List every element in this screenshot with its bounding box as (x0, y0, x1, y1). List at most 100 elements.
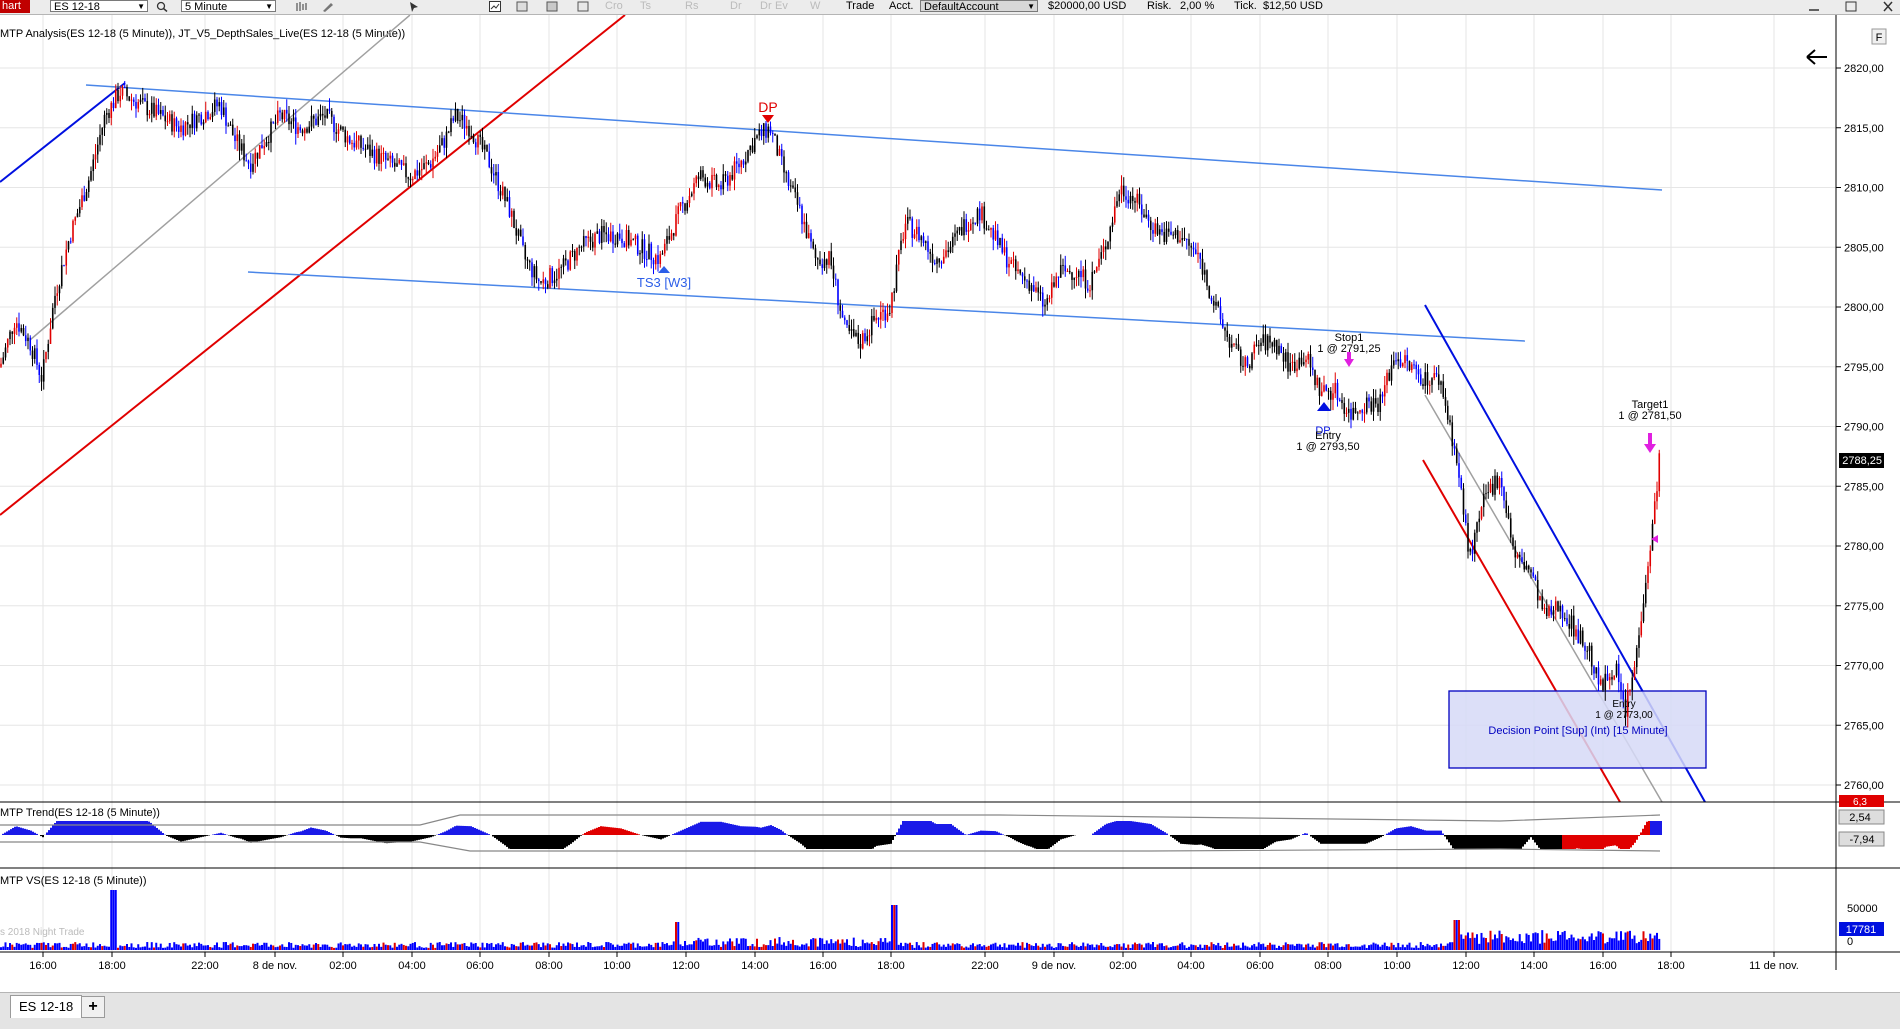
instrument-selector[interactable]: ES 12-18 ▼ (50, 0, 148, 12)
trend-value-low: -7,94 (1849, 834, 1874, 846)
time-tick-label: 22:00 (191, 960, 219, 970)
account-value: DefaultAccount (924, 1, 999, 13)
price-tick-label: 2820,00 (1844, 63, 1884, 75)
faded-button-w[interactable]: W (810, 0, 820, 13)
acct-label: Acct. (889, 0, 913, 13)
price-tick-label: 2790,00 (1844, 422, 1884, 434)
time-tick-label: 06:00 (1246, 960, 1274, 970)
time-tick-label: 04:00 (1177, 960, 1205, 970)
volume-panel-title: MTP VS(ES 12-18 (5 Minute)) (0, 875, 147, 887)
tab-es-12-18[interactable]: ES 12-18 (10, 995, 82, 1018)
dp-label: DP (758, 99, 777, 115)
time-tick-label: 18:00 (1657, 960, 1685, 970)
tab-label: ES 12-18 (19, 999, 73, 1014)
volume-tick-0: 0 (1847, 936, 1853, 948)
price-tick-label: 2800,00 (1844, 302, 1884, 314)
entry1-detail: 1 @ 2793,50 (1296, 441, 1359, 453)
price-tick-label: 2795,00 (1844, 362, 1884, 374)
close-icon[interactable] (1882, 1, 1894, 12)
time-tick-label: 08:00 (1314, 960, 1342, 970)
volume-tick-50000: 50000 (1847, 903, 1878, 915)
price-tick-label: 2815,00 (1844, 123, 1884, 135)
chart-area[interactable]: MTP Analysis(ES 12-18 (5 Minute)), JT_V5… (0, 15, 1900, 970)
time-tick-label: 11 de nov. (1749, 960, 1799, 970)
time-tick-label: 10:00 (1383, 960, 1411, 970)
trend-value-mid: 2,54 (1849, 812, 1870, 824)
price-chart[interactable]: MTP Analysis(ES 12-18 (5 Minute)), JT_V5… (0, 15, 1900, 970)
price-tick-label: 2770,00 (1844, 661, 1884, 673)
properties-icon[interactable] (516, 1, 528, 12)
time-tick-label: 9 de nov. (1032, 960, 1076, 970)
trend-panel-title: MTP Trend(ES 12-18 (5 Minute)) (0, 807, 160, 819)
chevron-down-icon: ▼ (265, 1, 273, 13)
instrument-value: ES 12-18 (54, 1, 100, 13)
chevron-down-icon: ▼ (1027, 1, 1035, 13)
main-panel-title: MTP Analysis(ES 12-18 (5 Minute)), JT_V5… (0, 28, 405, 40)
time-tick-label: 08:00 (535, 960, 563, 970)
time-tick-label: 8 de nov. (253, 960, 297, 970)
target1-detail: 1 @ 2781,50 (1618, 410, 1681, 422)
time-tick-label: 12:00 (672, 960, 700, 970)
cash-value: $20000,00 USD (1048, 0, 1126, 13)
chevron-down-icon: ▼ (137, 1, 145, 13)
pencil-icon[interactable] (322, 1, 334, 12)
instrument-tab-bar: ES 12-18 + (0, 992, 1900, 1029)
trade-label[interactable]: Trade (846, 0, 874, 13)
interval-selector[interactable]: 5 Minute ▼ (181, 0, 276, 12)
interval-value: 5 Minute (185, 1, 227, 13)
last-price-badge: 2788,25 (1839, 453, 1884, 468)
time-tick-label: 16:00 (29, 960, 57, 970)
price-tick-label: 2760,00 (1844, 780, 1884, 792)
entry2-detail: 1 @ 2773,00 (1595, 710, 1653, 721)
faded-button-ts[interactable]: Ts (640, 0, 651, 13)
time-tick-label: 10:00 (603, 960, 631, 970)
time-tick-label: 04:00 (398, 960, 426, 970)
strategy-icon[interactable] (546, 1, 558, 12)
price-tick-label: 2805,00 (1844, 242, 1884, 254)
bar-style-icon[interactable] (295, 1, 307, 12)
maximize-icon[interactable] (1845, 1, 1857, 12)
price-tick-label: 2765,00 (1844, 720, 1884, 732)
time-tick-label: 22:00 (971, 960, 999, 970)
tick-value: $12,50 USD (1263, 0, 1323, 13)
ts3-label: TS3 [W3] (637, 275, 691, 290)
time-tick-label: 02:00 (1109, 960, 1137, 970)
time-tick-label: 14:00 (741, 960, 769, 970)
time-tick-label: 18:00 (877, 960, 905, 970)
last-volume-badge: 17781 (1846, 924, 1877, 936)
price-tick-label: 2775,00 (1844, 601, 1884, 613)
plus-icon: + (88, 998, 97, 1015)
f-button-label: F (1876, 32, 1883, 44)
decision-point-label: Decision Point [Sup] (Int) [15 Minute] (1488, 725, 1667, 737)
chart-window-icon[interactable] (489, 1, 501, 12)
time-tick-label: 16:00 (809, 960, 837, 970)
risk-value[interactable]: 2,00 % (1180, 0, 1214, 13)
faded-button-ev[interactable]: Ev (775, 0, 788, 13)
price-tick-label: 2785,00 (1844, 481, 1884, 493)
time-tick-label: 06:00 (466, 960, 494, 970)
time-tick-label: 02:00 (329, 960, 357, 970)
minimize-icon[interactable] (1808, 1, 1820, 12)
price-tick-label: 2810,00 (1844, 183, 1884, 195)
time-tick-label: 18:00 (98, 960, 126, 970)
last-price-text: 2788,25 (1842, 455, 1882, 467)
tick-label: Tick. (1234, 0, 1257, 13)
account-selector[interactable]: DefaultAccount ▼ (920, 0, 1038, 12)
entry2-title: Entry (1612, 699, 1635, 710)
add-tab-button[interactable]: + (81, 996, 105, 1018)
price-tick-label: 2780,00 (1844, 541, 1884, 553)
faded-button-cro[interactable]: Cro (605, 0, 623, 13)
time-tick-label: 16:00 (1589, 960, 1617, 970)
chart-toolbar: hart ES 12-18 ▼ 5 Minute ▼ Cro Ts Rs Dr … (0, 0, 1900, 15)
faded-button-dr[interactable]: Dr (730, 0, 742, 13)
trend-value-badges: 6,3 2,54 -7,94 (1839, 795, 1884, 846)
chart-app-tab[interactable]: hart (0, 0, 30, 13)
faded-button-dr2[interactable]: Dr (760, 0, 772, 13)
zoom-icon[interactable] (577, 1, 589, 12)
trend-value-top: 6,3 (1853, 797, 1867, 808)
faded-button-rs[interactable]: Rs (685, 0, 698, 13)
risk-label: Risk. (1147, 0, 1171, 13)
search-icon[interactable] (156, 1, 168, 12)
time-tick-label: 14:00 (1520, 960, 1548, 970)
cursor-icon[interactable] (408, 1, 420, 12)
